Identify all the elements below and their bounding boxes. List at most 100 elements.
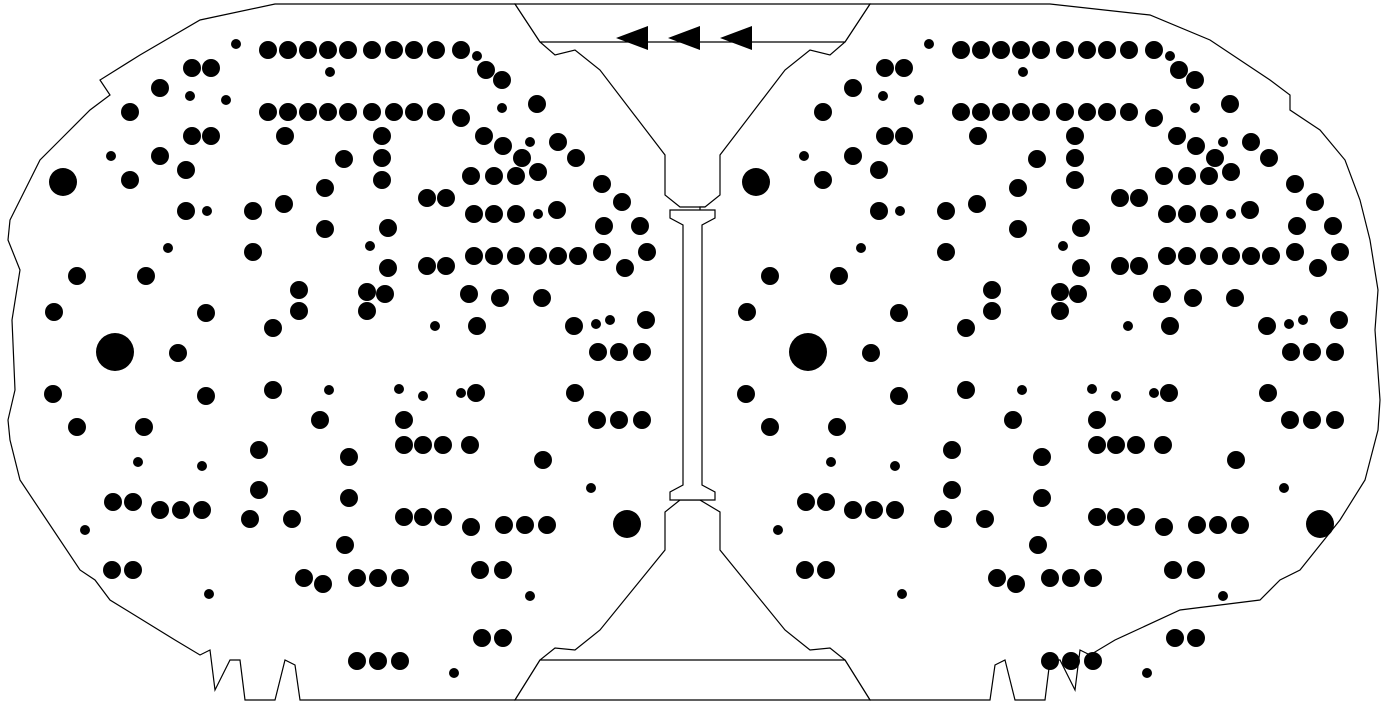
right-pad-136 xyxy=(1227,451,1245,469)
left-pad-39 xyxy=(525,137,535,147)
right-pad-73 xyxy=(856,243,866,253)
left-pad-30 xyxy=(452,109,470,127)
left-pad-13 xyxy=(493,71,511,89)
right-pad-126 xyxy=(1303,411,1321,429)
right-pad-45 xyxy=(1028,150,1046,168)
right-pad-77 xyxy=(1178,247,1196,265)
left-pad-98 xyxy=(290,302,308,320)
right-pad-169 xyxy=(1187,629,1205,647)
left-pad-5 xyxy=(339,41,357,59)
right-pad-128 xyxy=(1088,436,1106,454)
right-pad-71 xyxy=(1009,220,1027,238)
left-pad-136 xyxy=(534,451,552,469)
right-pad-103 xyxy=(1284,319,1294,329)
right-pad-58 xyxy=(1130,189,1148,207)
right-pad-162 xyxy=(1062,569,1080,587)
right-pad-166 xyxy=(897,589,907,599)
right-pad-148 xyxy=(1107,508,1125,526)
right-pad-119 xyxy=(1160,384,1178,402)
right-pad-121 xyxy=(1088,411,1106,429)
right-pad-150 xyxy=(1155,518,1173,536)
right-pad-8 xyxy=(1098,41,1116,59)
left-pad-152 xyxy=(516,516,534,534)
top-bridge xyxy=(513,3,872,43)
left-pad-134 xyxy=(133,457,143,467)
left-pad-173 xyxy=(449,668,459,678)
right-pad-153 xyxy=(1231,516,1249,534)
right-pad-12 xyxy=(1170,61,1188,79)
left-pad-45 xyxy=(335,150,353,168)
left-pad-147 xyxy=(395,508,413,526)
left-pad-22 xyxy=(279,103,297,121)
left-pad-90 xyxy=(290,281,308,299)
right-pad-9 xyxy=(1120,41,1138,59)
left-pad-116 xyxy=(394,384,404,394)
right-pad-10 xyxy=(1145,41,1163,59)
left-pad-99 xyxy=(358,302,376,320)
right-pad-117 xyxy=(1111,391,1121,401)
right-pad-68 xyxy=(1241,201,1259,219)
right-pad-35 xyxy=(969,127,987,145)
right-pad-89 xyxy=(830,267,848,285)
left-pad-135 xyxy=(197,461,207,471)
left-pad-159 xyxy=(295,569,313,587)
left-pad-2 xyxy=(279,41,297,59)
right-pad-92 xyxy=(1069,285,1087,303)
right-pad-154 xyxy=(1306,510,1334,538)
left-pad-137 xyxy=(250,481,268,499)
left-pad-79 xyxy=(529,247,547,265)
left-pad-42 xyxy=(106,151,116,161)
left-pad-60 xyxy=(613,193,631,211)
right-pad-88 xyxy=(761,267,779,285)
right-pad-11 xyxy=(1165,51,1175,61)
left-pad-123 xyxy=(68,418,86,436)
right-pad-144 xyxy=(886,501,904,519)
left-pad-120 xyxy=(566,384,584,402)
right-pad-163 xyxy=(1084,569,1102,587)
right-pad-172 xyxy=(1084,652,1102,670)
left-pad-68 xyxy=(548,201,566,219)
left-pad-82 xyxy=(593,243,611,261)
right-pad-26 xyxy=(1056,103,1074,121)
left-pad-95 xyxy=(533,289,551,307)
right-board xyxy=(737,39,1349,678)
right-pad-6 xyxy=(1056,41,1074,59)
left-pad-6 xyxy=(363,41,381,59)
right-pad-158 xyxy=(817,561,835,579)
right-pad-69 xyxy=(1288,217,1306,235)
left-pad-158 xyxy=(124,561,142,579)
left-pad-130 xyxy=(434,436,452,454)
left-pad-69 xyxy=(595,217,613,235)
right-pad-41 xyxy=(1260,149,1278,167)
left-pad-145 xyxy=(241,510,259,528)
left-pad-18 xyxy=(185,91,195,101)
right-pad-24 xyxy=(1012,103,1030,121)
right-pad-85 xyxy=(1111,257,1129,275)
left-pad-80 xyxy=(549,247,567,265)
right-pad-145 xyxy=(934,510,952,528)
right-pad-142 xyxy=(844,501,862,519)
left-pad-107 xyxy=(96,333,134,371)
right-pad-55 xyxy=(742,168,770,196)
left-pad-142 xyxy=(151,501,169,519)
left-pad-38 xyxy=(494,137,512,155)
left-pad-16 xyxy=(325,67,335,77)
left-pad-129 xyxy=(414,436,432,454)
right-pad-124 xyxy=(828,418,846,436)
left-pad-112 xyxy=(44,385,62,403)
left-pad-102 xyxy=(565,317,583,335)
right-pad-81 xyxy=(1262,247,1280,265)
right-pad-90 xyxy=(983,281,1001,299)
left-pad-143 xyxy=(172,501,190,519)
right-pad-76 xyxy=(1158,247,1176,265)
left-pad-109 xyxy=(589,343,607,361)
left-pad-88 xyxy=(68,267,86,285)
right-pad-37 xyxy=(1168,127,1186,145)
right-pad-106 xyxy=(957,319,975,337)
right-pad-14 xyxy=(876,59,894,77)
left-pad-154 xyxy=(613,510,641,538)
left-pad-54 xyxy=(593,175,611,193)
right-pad-33 xyxy=(876,127,894,145)
left-pad-149 xyxy=(434,508,452,526)
